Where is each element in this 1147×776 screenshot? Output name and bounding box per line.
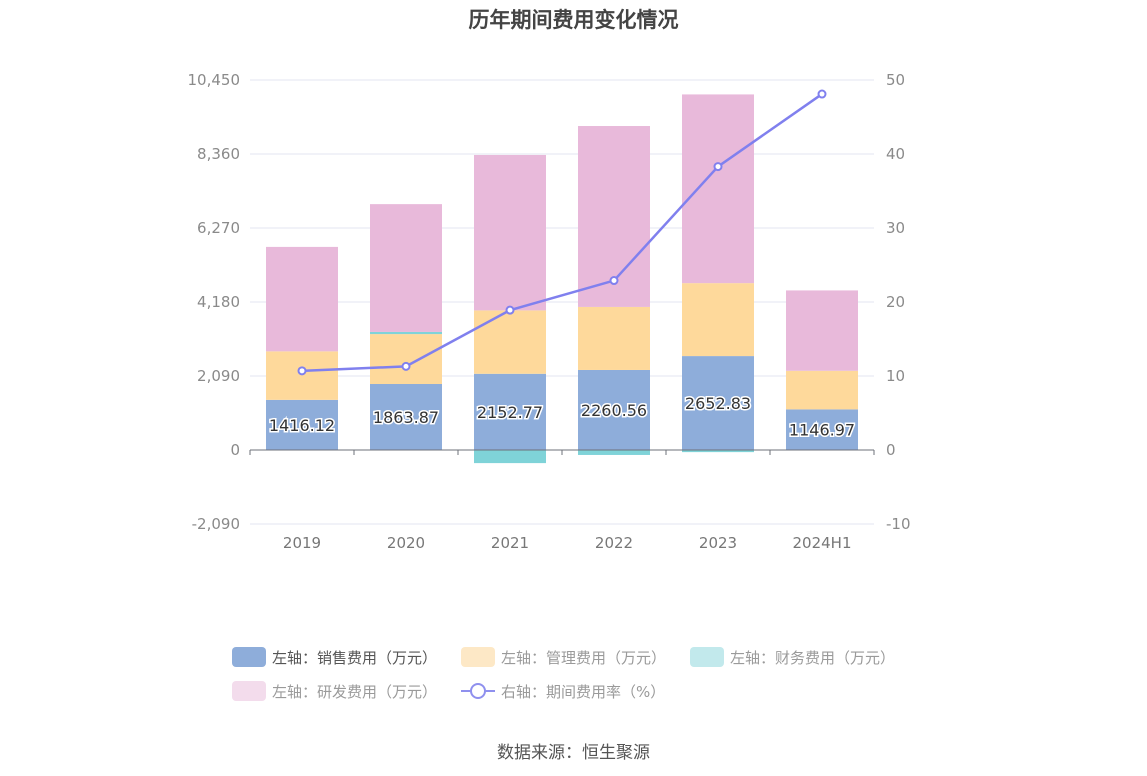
legend-swatch-sales [232,647,266,667]
legend: 左轴：销售费用（万元） 左轴：管理费用（万元） 左轴：财务费用（万元） 左轴：研… [232,640,932,708]
rate-point [713,162,723,172]
legend-item-finance[interactable]: 左轴：财务费用（万元） [690,647,895,668]
legend-swatch-finance [690,647,725,667]
left-axis-tick-label: 8,360 [197,145,240,163]
bar-2023-series-2 [682,450,754,453]
chart-title: 历年期间费用变化情况 [468,8,679,32]
x-axis-tick-label: 2020 [387,534,425,552]
left-axis-tick-label: 10,450 [188,71,241,89]
right-axis-tick-label: 50 [886,71,905,89]
chart-plot: 10,450 50 8,360 40 6,270 30 4,180 20 2,090 10 0 0 -2… [188,71,911,552]
bar-2022-series-1 [578,306,650,370]
rate-point [609,276,619,286]
rate-point [817,89,827,99]
x-axis-tick-label: 2021 [491,534,529,552]
data-label: 1863.87 [373,408,439,427]
bar-2023-series-3 [682,94,754,284]
left-axis-tick-label: 4,180 [197,293,240,311]
left-axis-tick-label: 2,090 [197,367,240,385]
x-axis-tick-label: 2024H1 [793,534,852,552]
legend-label-admin: 左轴：管理费用（万元） [501,648,667,667]
data-label: 1146.97 [789,421,855,440]
legend-label-rnd: 左轴：研发费用（万元） [272,682,438,701]
right-axis-tick-label: 40 [886,145,905,163]
bar-2021-series-2 [474,450,546,464]
bar-2024H1-series-0 [786,409,858,450]
legend-item-admin[interactable]: 左轴：管理费用（万元） [461,647,666,668]
left-axis-tick-label: -2,090 [192,515,240,533]
bar-2022-series-2 [578,450,650,455]
bar-2020-series-2 [370,331,442,335]
left-axis-tick-label: 6,270 [197,219,240,237]
bar-2022-series-0 [578,369,650,450]
legend-label-sales: 左轴：销售费用（万元） [272,648,438,667]
x-axis-tick-label: 2019 [283,534,321,552]
legend-item-sales[interactable]: 左轴：销售费用（万元） [232,647,437,668]
source-note: 数据来源：恒生聚源 [497,743,650,763]
x-axis-tick-label: 2022 [595,534,633,552]
bar-2021-series-3 [474,154,546,311]
legend-item-rate[interactable]: 右轴：期间费用率（%） [461,681,665,702]
bar-2020-series-0 [370,384,442,450]
bar-2019-series-3 [266,246,338,352]
bar-2021-series-1 [474,310,546,374]
legend-label-rate: 右轴：期间费用率（%） [501,682,666,701]
bar-2024H1-series-3 [786,290,858,371]
left-axis-tick-label: 0 [230,441,240,459]
bar-2023-series-0 [682,356,754,450]
rate-point [505,305,515,315]
legend-swatch-rate [461,681,496,701]
bar-2023-series-1 [682,283,754,357]
data-label: 2152.77 [477,403,543,422]
bar-2021-series-0 [474,373,546,450]
data-label: 1416.12 [269,416,335,435]
legend-item-rnd[interactable]: 左轴：研发费用（万元） [232,681,437,702]
legend-swatch-admin [461,647,496,667]
right-axis-tick-label: 30 [886,219,905,237]
bar-2020-series-1 [370,334,442,385]
rate-line [301,93,823,373]
bar-2024H1-series-1 [786,370,858,410]
rate-point [297,366,307,376]
legend-swatch-rnd [232,681,266,701]
right-axis-tick-label: 0 [886,441,896,459]
x-axis-tick-label: 2023 [699,534,737,552]
right-axis-tick-label: -10 [886,515,911,533]
bar-2020-series-3 [370,204,442,332]
data-label: 2260.56 [581,401,647,420]
data-label: 2652.83 [685,394,751,413]
right-axis-tick-label: 10 [886,367,905,385]
bar-2019-series-0 [266,399,338,450]
bar-2019-series-1 [266,351,338,400]
rate-point [401,361,411,371]
legend-label-finance: 左轴：财务费用（万元） [730,648,896,667]
right-axis-tick-label: 20 [886,293,905,311]
